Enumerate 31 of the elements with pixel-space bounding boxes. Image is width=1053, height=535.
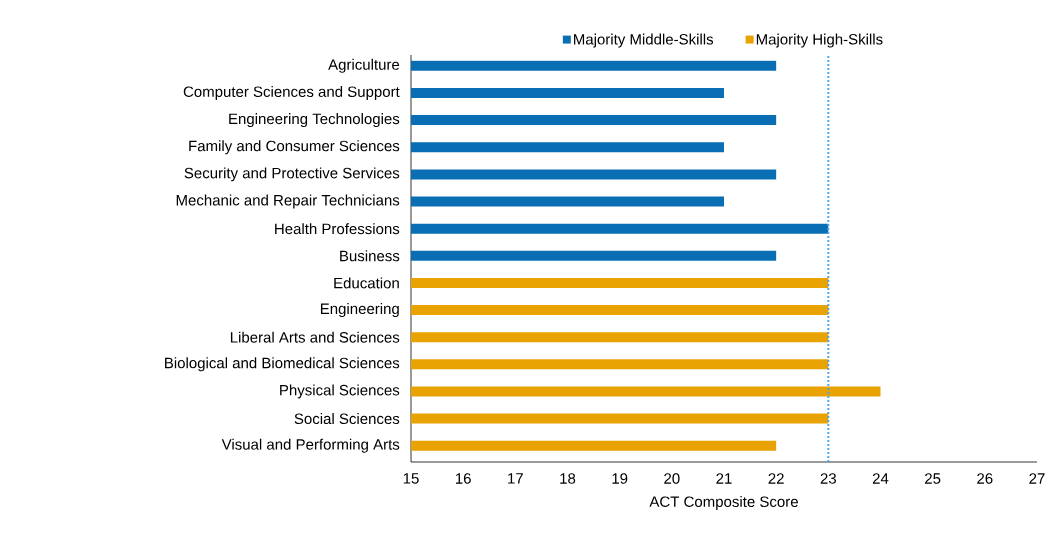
x-tick-label: 19 — [612, 473, 628, 484]
y-tick-label: Liberal Arts and Sciences — [230, 331, 400, 343]
y-tick-label: Business — [340, 250, 400, 262]
x-tick-label: 20 — [664, 473, 680, 484]
y-tick-label: Family and Consumer Sciences — [189, 140, 400, 155]
y-tick-label: Engineering — [320, 303, 399, 318]
legend-label: Majority Middle-Skills — [574, 33, 714, 48]
x-tick-label: 27 — [1029, 473, 1045, 484]
x-tick-label: 24 — [872, 473, 889, 484]
x-tick-label: 21 — [716, 473, 732, 484]
x-tick-label: 26 — [977, 473, 993, 484]
y-tick-label: Physical Sciences — [280, 384, 400, 399]
legend-label: Majority High-Skills — [756, 33, 883, 48]
y-tick-label: Engineering Technologies — [229, 113, 400, 128]
x-tick-label: 18 — [560, 473, 576, 484]
x-axis-title: ACT Composite Score — [649, 496, 798, 510]
x-tick-label: 17 — [508, 473, 523, 484]
y-tick-label: Security and Protective Services — [184, 167, 400, 182]
y-tick-label: Health Professions — [275, 223, 400, 235]
y-tick-label: Biological and Biomedical Sciences — [165, 357, 400, 372]
y-tick-label: Agriculture — [328, 58, 400, 73]
x-tick-label: 25 — [925, 473, 941, 484]
y-tick-label: Visual and Performing Arts — [221, 438, 400, 453]
x-tick-label: 23 — [820, 473, 837, 484]
x-tick-label: 22 — [768, 473, 784, 484]
x-tick-label: 16 — [455, 473, 471, 484]
x-tick-label: 15 — [403, 473, 419, 484]
y-tick-label: Education — [334, 277, 399, 289]
y-tick-label: Computer Sciences and Support — [183, 85, 400, 100]
y-tick-label: Mechanic and Repair Technicians — [176, 194, 400, 209]
y-tick-label: Social Sciences — [294, 413, 400, 425]
